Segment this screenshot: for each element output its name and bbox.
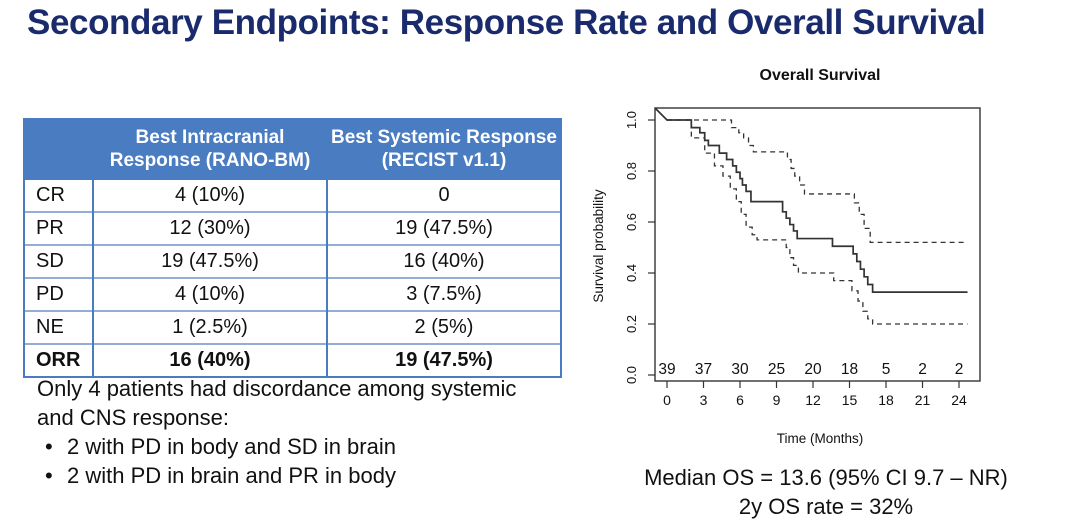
svg-text:2: 2	[955, 361, 964, 378]
notes-bullet-2: • 2 with PD in brain and PR in body	[37, 461, 529, 490]
row-label: ORR	[23, 343, 94, 378]
svg-text:0: 0	[663, 392, 671, 408]
x-axis: 0 3 6 9 12 15 18 21 24	[663, 381, 967, 408]
svg-text:24: 24	[951, 392, 967, 408]
svg-text:30: 30	[731, 361, 749, 378]
notes-bullet-1: • 2 with PD in body and SD in brain	[37, 432, 529, 461]
ci-lower-curve	[667, 119, 968, 325]
median-os-text: Median OS = 13.6 (95% CI 9.7 – NR)	[644, 465, 1008, 490]
row-label: SD	[23, 244, 94, 278]
discordance-notes: Only 4 patients had discordance among sy…	[37, 374, 529, 490]
table-row-ne: NE 1 (2.5%) 2 (5%)	[23, 310, 562, 344]
svg-text:6: 6	[736, 392, 744, 408]
cell-systemic: 16 (40%)	[326, 244, 562, 278]
svg-text:15: 15	[842, 392, 858, 408]
plot-frame	[654, 107, 981, 382]
svg-text:9: 9	[773, 392, 781, 408]
table-row-cr: CR 4 (10%) 0	[23, 178, 562, 212]
km-estimate-curve	[654, 107, 968, 293]
table-row-pd: PD 4 (10%) 3 (7.5%)	[23, 277, 562, 311]
cell-systemic: 19 (47.5%)	[326, 211, 562, 245]
response-table: Best Intracranial Response (RANO-BM) Bes…	[23, 118, 562, 378]
svg-text:20: 20	[804, 361, 822, 378]
cell-systemic: 19 (47.5%)	[326, 343, 562, 378]
table-corner-cell	[23, 118, 94, 180]
slide-title: Secondary Endpoints: Response Rate and O…	[27, 3, 986, 42]
svg-text:0.2: 0.2	[624, 315, 639, 333]
svg-text:0.4: 0.4	[624, 264, 639, 282]
col-header-intracranial: Best Intracranial Response (RANO-BM)	[92, 118, 328, 180]
bullet-dot: •	[45, 463, 53, 488]
svg-text:37: 37	[695, 361, 712, 378]
svg-text:0.0: 0.0	[624, 366, 639, 384]
svg-text:0.6: 0.6	[624, 213, 639, 231]
overall-survival-chart: Overall Survival 0 3 6 9 12 15 18 21 24 Time (Mont…	[588, 58, 1080, 521]
table-header-row: Best Intracranial Response (RANO-BM) Bes…	[23, 118, 562, 180]
svg-text:39: 39	[658, 361, 675, 378]
svg-text:0.8: 0.8	[624, 162, 639, 180]
row-label: PD	[23, 277, 94, 311]
svg-text:25: 25	[768, 361, 785, 378]
cell-intracranial: 12 (30%)	[92, 211, 328, 245]
svg-text:18: 18	[841, 361, 858, 378]
svg-text:5: 5	[882, 361, 891, 378]
ci-upper-curve	[667, 119, 968, 244]
svg-text:21: 21	[915, 392, 931, 408]
svg-text:18: 18	[878, 392, 894, 408]
cell-intracranial: 4 (10%)	[92, 277, 328, 311]
bullet-text: 2 with PD in body and SD in brain	[67, 434, 396, 459]
svg-text:1.0: 1.0	[624, 111, 639, 129]
cell-systemic: 3 (7.5%)	[326, 277, 562, 311]
svg-text:12: 12	[805, 392, 821, 408]
table-row-orr: ORR 16 (40%) 19 (47.5%)	[23, 343, 562, 378]
col-header-systemic: Best Systemic Response (RECIST v1.1)	[326, 118, 562, 180]
row-label: NE	[23, 310, 94, 344]
table-row-sd: SD 19 (47.5%) 16 (40%)	[23, 244, 562, 278]
cell-intracranial: 16 (40%)	[92, 343, 328, 378]
at-risk-counts: 39 37 30 25 20 18 5 2 2	[658, 361, 963, 378]
chart-caption: Median OS = 13.6 (95% CI 9.7 – NR) 2y OS…	[591, 463, 1061, 521]
x-axis-label: Time (Months)	[777, 431, 864, 446]
table-row-pr: PR 12 (30%) 19 (47.5%)	[23, 211, 562, 245]
chart-title: Overall Survival	[760, 67, 881, 84]
y-axis-label: Survival probability	[591, 189, 606, 303]
y-axis: 0.0 0.2 0.4 0.6 0.8 1.0	[624, 111, 655, 384]
svg-text:2: 2	[918, 361, 927, 378]
notes-intro: Only 4 patients had discordance among sy…	[37, 376, 517, 430]
cell-intracranial: 19 (47.5%)	[92, 244, 328, 278]
km-plot: Overall Survival 0 3 6 9 12 15 18 21 24 Time (Mont…	[591, 67, 981, 446]
os-rate-text: 2y OS rate = 32%	[738, 494, 914, 519]
bullet-text: 2 with PD in brain and PR in body	[67, 463, 396, 488]
row-label: PR	[23, 211, 94, 245]
cell-systemic: 2 (5%)	[326, 310, 562, 344]
cell-intracranial: 1 (2.5%)	[92, 310, 328, 344]
cell-intracranial: 4 (10%)	[92, 178, 328, 212]
bullet-dot: •	[45, 434, 53, 459]
row-label: CR	[23, 178, 94, 212]
svg-text:3: 3	[700, 392, 708, 408]
cell-systemic: 0	[326, 178, 562, 212]
